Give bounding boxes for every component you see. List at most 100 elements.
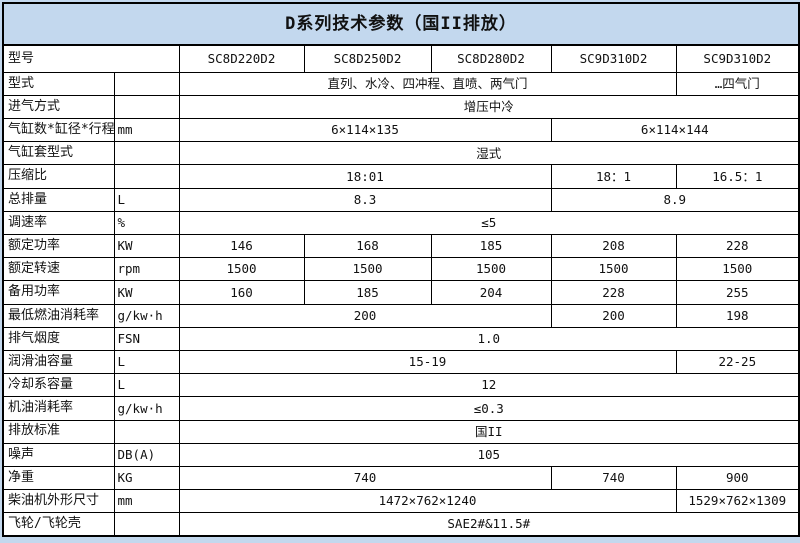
row-label: 柴油机外形尺寸 [2, 489, 115, 514]
row-label: 气缸数*缸径*行程 [2, 118, 115, 143]
spec-value-cell: 18:01 [178, 164, 552, 189]
spec-value-cell: 185 [430, 234, 552, 259]
spec-value-cell: 1500 [430, 257, 552, 282]
spec-value-cell: 6×114×144 [550, 118, 800, 143]
spec-value-cell: 228 [675, 234, 800, 259]
row-label: 冷却系容量 [2, 373, 115, 398]
model-name-cell: SC8D220D2 [178, 44, 305, 73]
spec-value-cell: 16.5：1 [675, 164, 800, 189]
spec-value-cell: 1500 [675, 257, 800, 282]
table-row: 总排量 L 8.3 8.9 [2, 187, 800, 212]
row-label: 额定转速 [2, 257, 115, 282]
spec-value-cell: 740 [550, 465, 677, 491]
row-label: 型号 [2, 44, 180, 73]
table-row: 机油消耗率 g/kw·h ≤0.3 [2, 396, 800, 421]
spec-value-cell: 900 [675, 465, 800, 491]
row-label: 进气方式 [2, 94, 115, 120]
spec-value-cell: 198 [675, 303, 800, 328]
table-row: 气缸套型式 湿式 [2, 141, 800, 166]
model-name-cell: SC8D250D2 [303, 44, 432, 73]
row-unit: % [113, 210, 180, 236]
row-unit: KW [113, 234, 180, 259]
spec-value-cell: 204 [430, 280, 552, 305]
row-unit: g/kw·h [113, 396, 180, 421]
row-unit: L [113, 187, 180, 212]
table-row: 排气烟度 FSN 1.0 [2, 326, 800, 351]
row-unit: mm [113, 118, 180, 143]
row-label: 排放标准 [2, 419, 115, 444]
model-name-cell: SC9D310D2 [550, 44, 677, 73]
row-label: 最低燃油消耗率 [2, 303, 115, 328]
row-label: 机油消耗率 [2, 396, 115, 421]
table-row: 进气方式 增压中冷 [2, 94, 800, 120]
table-row: 型号 SC8D220D2 SC8D250D2 SC8D280D2 SC9D310D2 SC… [2, 44, 800, 73]
row-unit: KG [113, 465, 180, 491]
table-row: 最低燃油消耗率 g/kw·h 200 200 198 [2, 303, 800, 328]
spec-value-cell: ≤5 [178, 210, 800, 236]
spec-value-cell: SAE2#&11.5# [178, 512, 800, 537]
table-row: 压缩比 18:01 18：1 16.5：1 [2, 164, 800, 189]
row-label: 总排量 [2, 187, 115, 212]
row-label: 额定功率 [2, 234, 115, 259]
table-row: 飞轮/飞轮壳 SAE2#&11.5# [2, 512, 800, 537]
spec-value-cell: 255 [675, 280, 800, 305]
table-row: 润滑油容量 L 15-19 22-25 [2, 349, 800, 375]
spec-value-cell: 增压中冷 [178, 94, 800, 120]
row-label: 飞轮/飞轮壳 [2, 512, 115, 537]
row-unit: DB(A) [113, 442, 180, 467]
table-row: 调速率% ≤5 [2, 210, 800, 236]
spec-value-cell: 1500 [178, 257, 305, 282]
row-unit [113, 141, 180, 166]
row-unit: g/kw·h [113, 303, 180, 328]
table-row: 型式 直列、水冷、四冲程、直喷、两气门 …四气门 [2, 71, 800, 96]
spec-value-cell: 1529×762×1309 [675, 489, 800, 514]
row-unit [113, 419, 180, 444]
row-label: 净重 [2, 465, 115, 491]
row-label: 排气烟度 [2, 326, 115, 351]
spec-value-cell: 200 [178, 303, 552, 328]
spec-value-cell: 200 [550, 303, 677, 328]
spec-value-cell: 8.3 [178, 187, 552, 212]
spec-value-cell: 直列、水冷、四冲程、直喷、两气门 [178, 71, 677, 96]
spec-value-cell: 国II [178, 419, 800, 444]
row-label: 气缸套型式 [2, 141, 115, 166]
table-title-row: D系列技术参数（国II排放） [1, 2, 800, 46]
row-label: 压缩比 [2, 164, 115, 189]
spec-value-cell: 湿式 [178, 141, 800, 166]
spec-value-cell: 18：1 [550, 164, 677, 189]
spec-value-cell: 168 [303, 234, 432, 259]
row-label: 调速率 [2, 210, 115, 236]
row-unit [113, 164, 180, 189]
model-name-cell: SC9D310D2 [675, 44, 800, 73]
table-row: 额定转速 rpm 1500 1500 1500 1500 1500 [2, 257, 800, 282]
spec-value-cell: 105 [178, 442, 800, 467]
spec-value-cell: 160 [178, 280, 305, 305]
table-row: 噪声 DB(A) 105 [2, 442, 800, 467]
row-unit [113, 512, 180, 537]
table-row: 净重 KG 740 740 900 [2, 465, 800, 491]
row-unit: rpm [113, 257, 180, 282]
row-unit: FSN [113, 326, 180, 351]
row-unit: L [113, 349, 180, 375]
spec-value-cell: 15-19 [178, 349, 677, 375]
table-row: 排放标准 国II [2, 419, 800, 444]
spec-value-cell: 740 [178, 465, 552, 491]
spec-value-cell: 1.0 [178, 326, 800, 351]
table-row: 冷却系容量 L 12 [2, 373, 800, 398]
spec-value-cell: 228 [550, 280, 677, 305]
spec-value-cell: 8.9 [550, 187, 800, 212]
spec-value-cell: 12 [178, 373, 800, 398]
row-unit: mm [113, 489, 180, 514]
table-row: 气缸数*缸径*行程 mm 6×114×135 6×114×144 [2, 118, 800, 143]
spec-value-cell: 22-25 [675, 349, 800, 375]
row-label: 型式 [2, 71, 115, 96]
table-row: 额定功率 KW 146 168 185 208 228 [2, 234, 800, 259]
row-label: 备用功率 [2, 280, 115, 305]
spec-value-cell: 185 [303, 280, 432, 305]
row-unit: KW [113, 280, 180, 305]
spec-table-body: 型号 SC8D220D2 SC8D250D2 SC8D280D2 SC9D310D2 SC… [2, 44, 800, 537]
table-row: 备用功率 KW 160 185 204 228 255 [2, 280, 800, 305]
spec-value-cell: 1500 [550, 257, 677, 282]
